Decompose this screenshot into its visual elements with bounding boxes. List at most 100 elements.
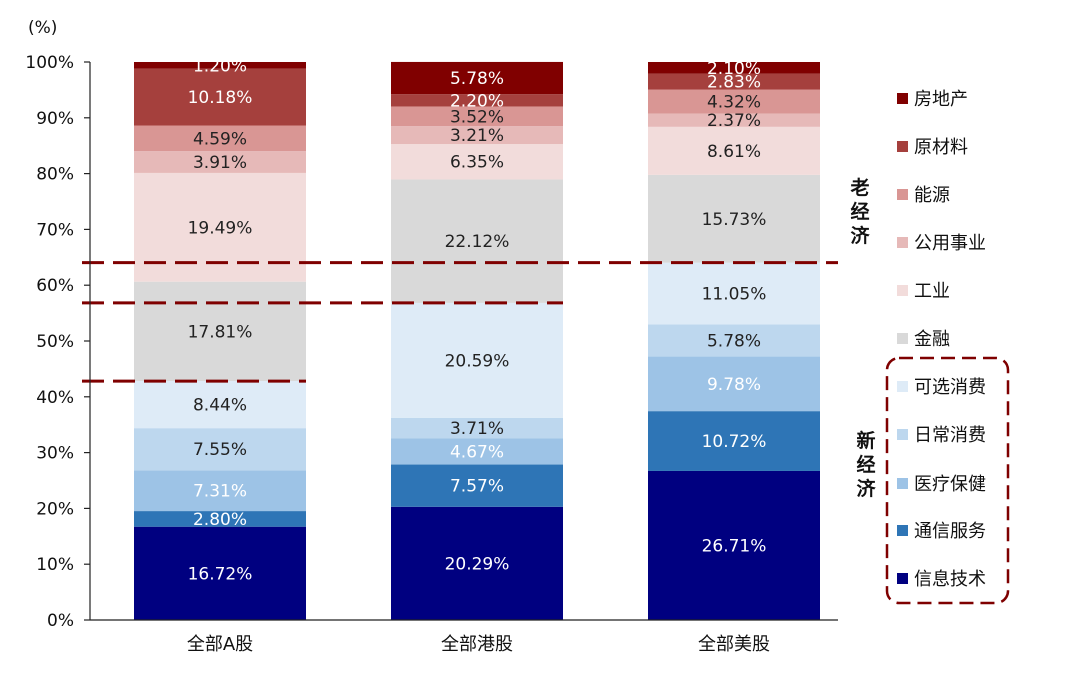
new-economy-label: 新 (856, 429, 875, 452)
legend-swatch (897, 93, 908, 104)
data-label: 10.18% (188, 88, 253, 108)
bar-segment (648, 356, 820, 412)
data-label: 20.59% (445, 351, 510, 371)
bar-segment (134, 526, 306, 620)
bar-segment (391, 464, 563, 507)
bar-segment (648, 262, 820, 325)
y-tick-label: 20% (36, 499, 74, 519)
legend-swatch (897, 525, 908, 536)
bar-segment (648, 324, 820, 357)
data-label: 5.78% (450, 69, 504, 89)
legend-label: 信息技术 (914, 569, 986, 590)
data-label: 4.67% (450, 443, 504, 463)
data-label: 3.71% (450, 419, 504, 439)
bar-segment (648, 113, 820, 127)
y-tick-label: 30% (36, 444, 74, 464)
legend-swatch (897, 189, 908, 200)
bar-segment (391, 94, 563, 107)
data-label: 15.73% (702, 210, 767, 230)
data-label: 4.59% (193, 129, 247, 149)
data-label: 7.31% (193, 482, 247, 502)
legend-swatch (897, 478, 908, 489)
bar-segment (648, 73, 820, 90)
legend-swatch (897, 333, 908, 344)
x-tick-label: 全部A股 (187, 634, 253, 655)
legend-swatch (897, 429, 908, 440)
data-label: 7.57% (450, 477, 504, 497)
data-label: 2.20% (450, 91, 504, 111)
data-label: 2.83% (707, 73, 761, 93)
data-label: 8.61% (707, 142, 761, 162)
data-labels-layer: 16.72% 2.80% 7.31% 7.55% 8.44% 17.81% 19.49% 3.… (188, 56, 767, 584)
bar-segment (391, 179, 563, 303)
data-label: 26.71% (702, 536, 767, 556)
bar-segment (391, 106, 563, 127)
data-label: 2.80% (193, 510, 247, 530)
data-label: 11.05% (702, 284, 767, 304)
legend-label: 房地产 (914, 89, 968, 110)
bar-segment (134, 68, 306, 126)
legend-label: 医疗保健 (914, 474, 986, 495)
legend-swatch (897, 141, 908, 152)
bar-segment (648, 470, 820, 620)
y-tick-label: 70% (36, 220, 74, 240)
bar-segment (648, 62, 820, 74)
data-label: 9.78% (707, 375, 761, 395)
y-tick-label: 60% (36, 276, 74, 296)
data-label: 5.78% (707, 331, 761, 351)
y-tick-label: 50% (36, 332, 74, 352)
data-label: 17.81% (188, 322, 253, 342)
data-label: 16.72% (188, 564, 253, 584)
new-economy-label: 济 (856, 477, 876, 500)
data-label: 4.32% (707, 93, 761, 113)
data-label: 20.29% (445, 554, 510, 574)
legend-label: 可选消费 (914, 377, 986, 398)
y-tick-label: 0% (47, 611, 74, 631)
bar-segment (648, 126, 820, 175)
bar-segment (648, 411, 820, 471)
legend-label: 日常消费 (914, 425, 986, 446)
old-economy-label: 老 (850, 176, 869, 199)
bar-segment (134, 281, 306, 382)
bar-segment (391, 61, 563, 95)
divider-lines-layer (82, 261, 838, 383)
legend-swatch (897, 285, 908, 296)
bar-segment (134, 511, 306, 527)
data-label: 6.35% (450, 153, 504, 173)
bar-segment (134, 151, 306, 173)
bar-segment (648, 174, 820, 263)
bar-segment (134, 381, 306, 429)
legend-label: 金融 (914, 329, 950, 350)
legend-label: 公用事业 (914, 233, 986, 254)
bar-segment (391, 438, 563, 465)
data-label: 3.52% (450, 107, 504, 127)
legend-label: 能源 (914, 185, 950, 206)
data-label: 22.12% (445, 232, 510, 252)
x-tick-label: 全部港股 (441, 634, 513, 655)
bar-segment (648, 89, 820, 114)
bar-segment (391, 302, 563, 418)
legend-label: 原材料 (914, 137, 968, 158)
bar-segment (391, 144, 563, 180)
data-label: 19.49% (188, 218, 253, 238)
bar-segment (391, 126, 563, 145)
data-label: 8.44% (193, 396, 247, 416)
legend-swatch (897, 573, 908, 584)
bar-segment (134, 125, 306, 152)
old-economy-label: 济 (850, 224, 870, 247)
x-tick-label: 全部美股 (698, 634, 770, 655)
legend-layer: 房地产原材料能源公用事业工业金融可选消费日常消费医疗保健通信服务信息技术老经济新… (850, 89, 1010, 605)
data-label: 3.91% (193, 153, 247, 173)
y-tick-label: 10% (36, 555, 74, 575)
data-label: 3.21% (450, 126, 504, 146)
y-tick-label: 90% (36, 109, 74, 129)
axes-layer: 0% 10% 20% 30% 40% 50% 60% 70% 80% 90% 100% (%) 全部A股… (25, 18, 838, 655)
data-label: 2.37% (707, 111, 761, 131)
legend-label: 通信服务 (914, 521, 986, 542)
legend-label: 工业 (914, 281, 950, 302)
old-economy-label: 经 (850, 200, 869, 223)
bar-segment (134, 428, 306, 471)
new-economy-label: 经 (856, 453, 875, 476)
